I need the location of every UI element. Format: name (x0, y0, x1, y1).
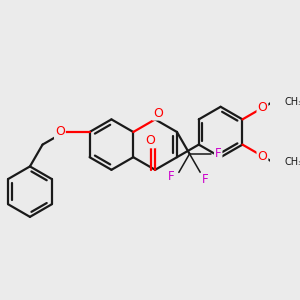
Text: CH₃: CH₃ (285, 157, 300, 167)
Text: O: O (257, 101, 267, 114)
Text: F: F (168, 170, 175, 183)
Text: O: O (55, 125, 65, 139)
Text: O: O (153, 106, 163, 120)
Text: O: O (257, 150, 267, 163)
Text: F: F (215, 147, 221, 160)
Text: O: O (146, 134, 155, 147)
Text: CH₃: CH₃ (285, 97, 300, 107)
Text: F: F (202, 173, 208, 186)
